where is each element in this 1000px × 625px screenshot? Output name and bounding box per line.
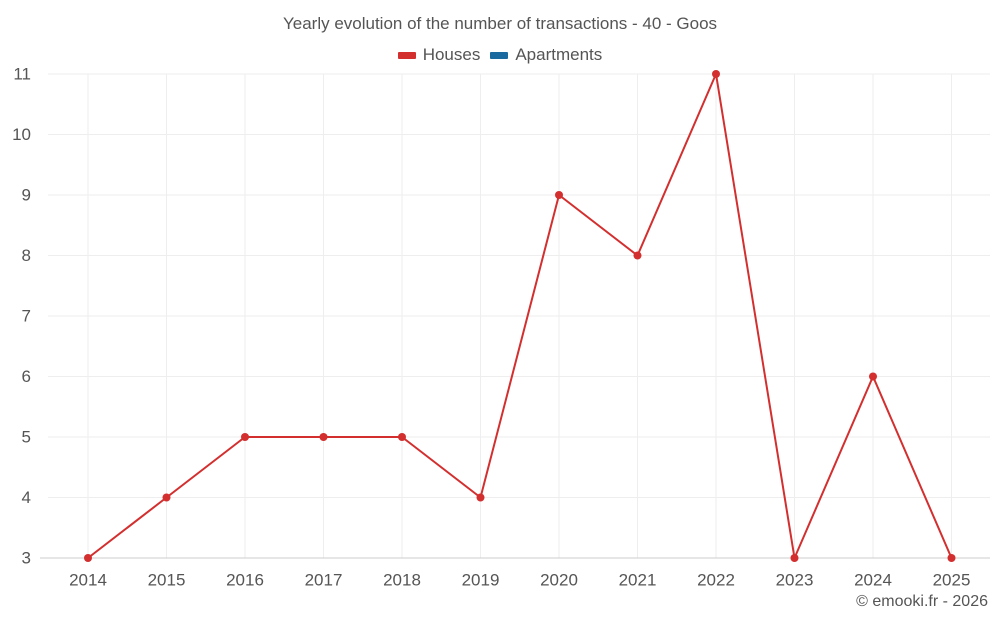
data-point-houses-2023[interactable] xyxy=(790,554,799,562)
y-tick-label: 7 xyxy=(22,307,31,326)
data-point-houses-2014[interactable] xyxy=(84,554,92,562)
x-tick-label: 2023 xyxy=(776,571,814,590)
y-tick-label: 9 xyxy=(22,186,31,205)
x-tick-label: 2022 xyxy=(697,571,735,590)
legend-entry-apartments[interactable]: Apartments xyxy=(490,45,602,65)
data-point-houses-2020[interactable] xyxy=(555,191,563,199)
data-point-houses-2019[interactable] xyxy=(476,493,485,502)
y-tick-label: 5 xyxy=(22,428,31,447)
credit-text: © emooki.fr - 2026 xyxy=(856,593,988,610)
data-point-houses-2022[interactable] xyxy=(712,70,720,78)
data-point-houses-2021[interactable] xyxy=(633,251,642,260)
x-tick-label: 2014 xyxy=(69,571,107,590)
y-tick-label: 4 xyxy=(22,488,31,507)
data-point-houses-2018[interactable] xyxy=(398,433,406,441)
x-tick-label: 2025 xyxy=(933,571,971,590)
y-tick-label: 3 xyxy=(22,549,31,568)
y-tick-label: 10 xyxy=(12,125,31,144)
y-tick-label: 6 xyxy=(22,367,31,386)
data-point-houses-2015[interactable] xyxy=(162,493,171,502)
x-tick-label: 2020 xyxy=(540,571,578,590)
chart-title: Yearly evolution of the number of transa… xyxy=(282,14,718,33)
x-tick-label: 2018 xyxy=(383,571,421,590)
data-point-houses-2025[interactable] xyxy=(947,554,956,562)
legend-label-apartments: Apartments xyxy=(515,45,603,64)
series-line-houses xyxy=(87,73,953,559)
x-tick-label: 2019 xyxy=(462,571,500,590)
data-point-houses-2016[interactable] xyxy=(241,433,249,441)
x-tick-label: 2016 xyxy=(226,571,264,590)
data-point-houses-2017[interactable] xyxy=(319,433,328,441)
x-tick-label: 2017 xyxy=(305,571,343,590)
legend: Houses Apartments xyxy=(0,45,1000,65)
legend-swatch-apartments xyxy=(490,51,509,59)
legend-entry-houses[interactable]: Houses xyxy=(397,45,481,65)
legend-label-houses: Houses xyxy=(422,45,481,64)
y-tick-label: 8 xyxy=(22,246,31,265)
x-tick-label: 2021 xyxy=(619,571,657,590)
legend-swatch-houses xyxy=(397,51,416,59)
y-tick-label: 11 xyxy=(13,65,31,84)
data-point-houses-2024[interactable] xyxy=(869,372,877,381)
x-tick-label: 2024 xyxy=(854,571,892,590)
x-tick-label: 2015 xyxy=(148,571,186,590)
